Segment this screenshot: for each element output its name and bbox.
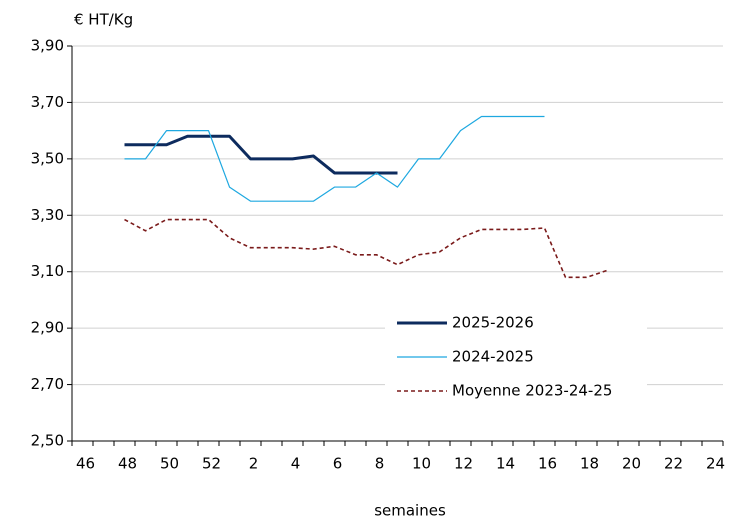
series-line bbox=[124, 134, 398, 175]
x-tick-label: 52 bbox=[202, 455, 221, 473]
legend-label: 2025-2026 bbox=[452, 314, 534, 332]
x-tick-label: 10 bbox=[412, 455, 431, 473]
y-tick-label: 2,50 bbox=[31, 432, 64, 450]
x-tick-label: 24 bbox=[706, 455, 725, 473]
x-tick-label: 2 bbox=[249, 455, 259, 473]
legend-label: Moyenne 2023-24-25 bbox=[452, 382, 612, 400]
series-line bbox=[124, 218, 608, 279]
x-tick-label: 4 bbox=[291, 455, 301, 473]
x-tick-label: 48 bbox=[118, 455, 137, 473]
legend-label: 2024-2025 bbox=[452, 348, 534, 366]
y-tick-label: 2,90 bbox=[31, 319, 64, 337]
x-tick-label: 16 bbox=[538, 455, 557, 473]
x-tick-label: 46 bbox=[76, 455, 95, 473]
x-tick-label: 22 bbox=[664, 455, 683, 473]
x-tick-label: 18 bbox=[580, 455, 599, 473]
series-line bbox=[124, 115, 545, 202]
y-tick-label: 3,90 bbox=[31, 37, 64, 55]
y-tick-label: 3,30 bbox=[31, 206, 64, 224]
x-tick-label: 20 bbox=[622, 455, 641, 473]
y-tick-label: 3,50 bbox=[31, 149, 64, 167]
x-tick-label: 14 bbox=[496, 455, 515, 473]
x-tick-label: 50 bbox=[160, 455, 179, 473]
x-tick-label: 6 bbox=[333, 455, 343, 473]
x-axis-label: semaines bbox=[374, 502, 446, 517]
y-tick-label: 3,10 bbox=[31, 262, 64, 280]
y-axis-label: € HT/Kg bbox=[74, 11, 133, 29]
x-tick-label: 8 bbox=[375, 455, 385, 473]
y-tick-label: 2,70 bbox=[31, 375, 64, 393]
y-tick-label: 3,70 bbox=[31, 93, 64, 111]
x-tick-label: 12 bbox=[454, 455, 473, 473]
